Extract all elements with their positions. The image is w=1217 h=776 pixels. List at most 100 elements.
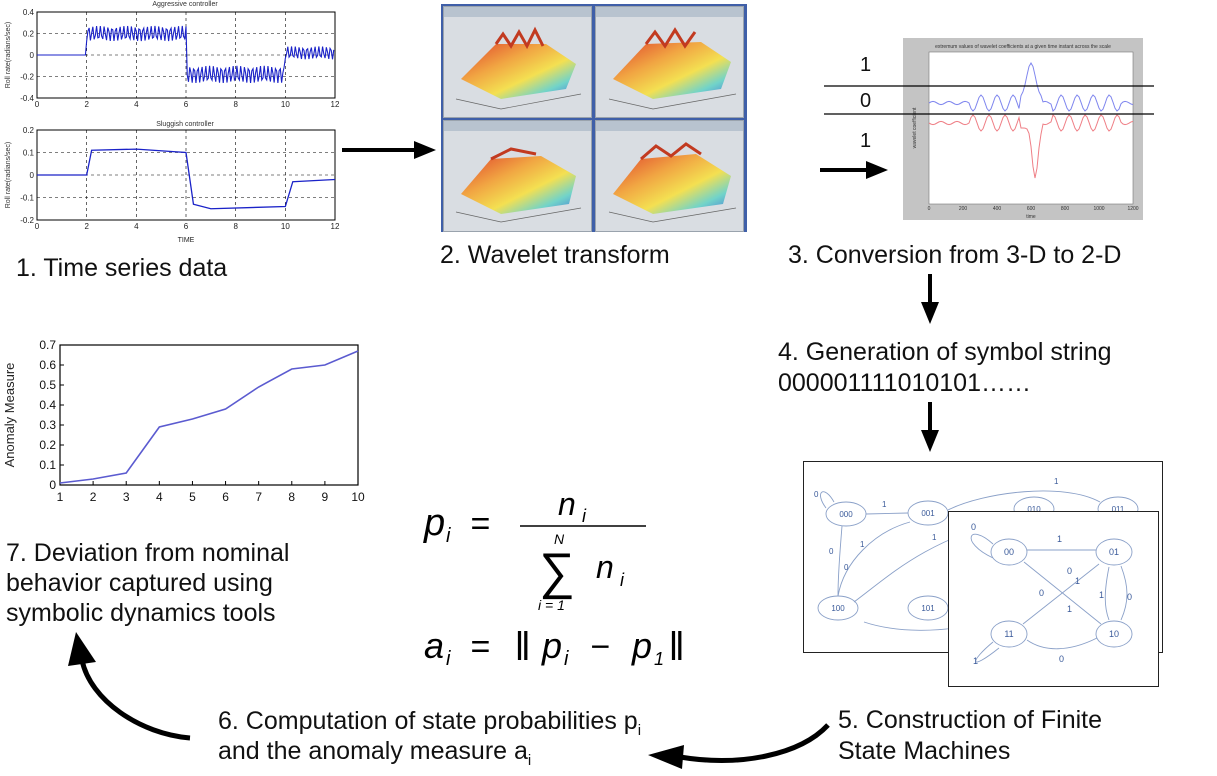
x-tick-label: 4 <box>134 100 139 109</box>
x-tick-label: 10 <box>281 100 290 109</box>
step-5-caption-line1: 5. Construction of Finite <box>838 705 1102 735</box>
y-tick-label: -0.1 <box>20 194 34 203</box>
step-6-sub-2: i <box>528 752 531 769</box>
bottom-plot-title: Sluggish controller <box>156 121 214 128</box>
y-tick-label: 0.2 <box>39 438 56 452</box>
x-tick-label: 12 <box>331 222 340 231</box>
eq-a-sub: i <box>446 648 451 670</box>
fsm-state-label: 000 <box>839 510 853 519</box>
fsm-edge-label: 0 <box>1067 566 1072 576</box>
x-tick-label: 5 <box>189 490 196 504</box>
x-tick-label: 0 <box>35 222 40 231</box>
fsm-edge-label: 0 <box>814 490 819 499</box>
step-6-caption-line2: and the anomaly measure ai <box>218 736 531 776</box>
wavelet-transform-figure <box>441 4 747 232</box>
y-tick-label: 0.4 <box>23 8 35 17</box>
x-tick-label: 10 <box>351 490 365 504</box>
conversion-x-tick: 600 <box>1027 206 1036 212</box>
anomaly-ylabel: Anomaly Measure <box>2 363 17 468</box>
x-tick-label: 2 <box>84 100 89 109</box>
fsm-edge-label: 1 <box>1075 576 1080 586</box>
fsm-edge-label: 1 <box>932 533 937 542</box>
y-tick-label: 0.1 <box>39 458 56 472</box>
eq-norm-left: ‖ <box>514 625 531 669</box>
fsm-edge-label: 1 <box>1054 477 1059 486</box>
eq-p: p <box>423 502 445 544</box>
fsm-edge-label: 0 <box>829 547 834 556</box>
x-tick-label: 1 <box>57 490 64 504</box>
y-tick-label: 0.2 <box>23 30 35 39</box>
time-xlabel: TIME <box>178 237 195 244</box>
arrow-step3-to-step4 <box>915 272 945 328</box>
fsm-state-label: 01 <box>1109 547 1119 557</box>
fsm-state-label: 00 <box>1004 547 1014 557</box>
eq-denominator-sub: i <box>620 570 625 590</box>
y-tick-label: 0 <box>30 51 35 60</box>
eq-equals-2: = <box>470 628 490 666</box>
conversion-x-tick: 400 <box>993 206 1002 212</box>
fsm-state-label: 001 <box>921 509 935 518</box>
step-5-caption-line2: State Machines <box>838 736 1010 766</box>
y-tick-label: -0.4 <box>20 94 34 103</box>
conversion-x-tick: 200 <box>959 206 968 212</box>
band-label-top: 1 <box>860 54 871 77</box>
x-tick-label: 10 <box>281 222 290 231</box>
fsm-state-label: 10 <box>1109 629 1119 639</box>
y-tick-label: -0.2 <box>20 216 34 225</box>
fsm-edge-label: 0 <box>1059 654 1064 664</box>
x-tick-label: 6 <box>222 490 229 504</box>
fsm-edge-label: 0 <box>1127 592 1132 602</box>
eq-p-i-sub: i <box>564 648 569 670</box>
y-tick-label: 0.1 <box>23 149 35 158</box>
y-tick-label: 0.6 <box>39 358 56 372</box>
x-tick-label: 6 <box>184 100 189 109</box>
fsm-state-label: 100 <box>831 604 845 613</box>
x-tick-label: 6 <box>184 222 189 231</box>
arrow-step6-to-step7 <box>50 630 200 750</box>
step-6-sub-1: i <box>638 722 641 739</box>
wavelet-surface-4 <box>609 144 736 222</box>
top-plot-title: Aggressive controller <box>152 1 218 8</box>
arrow-step1-to-step2 <box>340 135 440 165</box>
eq-denominator-n: n <box>596 549 614 585</box>
conversion-x-tick: 800 <box>1061 206 1070 212</box>
wavelet-coefficient-plot: extremum values of wavelet coefficients … <box>903 38 1143 220</box>
bottom-ylabel: Roll rate(radians/sec) <box>5 142 12 209</box>
step-6-text-1: 6. Computation of state probabilities p <box>218 707 638 735</box>
x-tick-label: 7 <box>255 490 262 504</box>
fsm-edge-label: 0 <box>844 563 849 572</box>
eq-sum-symbol: ∑ <box>538 543 574 600</box>
fsm-state-label: 11 <box>1004 629 1013 639</box>
eq-numerator-sub: i <box>582 506 587 526</box>
arrow-step2-to-step3 <box>818 155 890 185</box>
fsm-edge-label: 1 <box>1067 604 1072 614</box>
eq-a: a <box>424 625 444 666</box>
fsm-edge-label: 1 <box>860 540 865 549</box>
x-tick-label: 2 <box>84 222 89 231</box>
equations-svg: p i = n i N ∑ n i i = 1 a i = ‖ p i − p … <box>410 490 730 680</box>
fsm-edge-label: 0 <box>1039 588 1044 598</box>
eq-p-sub: i <box>446 525 451 547</box>
conversion-x-tick: 1200 <box>1127 206 1138 212</box>
fsm-edge-label: 0 <box>971 522 976 532</box>
x-tick-label: 9 <box>322 490 329 504</box>
y-tick-label: 0.3 <box>39 418 56 432</box>
wavelet-surface-3 <box>456 149 581 222</box>
conversion-plot-title: extremum values of wavelet coefficients … <box>935 44 1111 50</box>
y-tick-label: 0.2 <box>23 126 35 135</box>
step-3-caption: 3. Conversion from 3-D to 2-D <box>788 240 1121 270</box>
band-label-bottom: 1 <box>860 130 871 153</box>
x-tick-label: 3 <box>123 490 130 504</box>
x-tick-label: 2 <box>90 490 97 504</box>
y-tick-label: -0.2 <box>20 73 34 82</box>
eq-sum-lower: i = 1 <box>538 597 565 613</box>
band-label-middle: 0 <box>860 90 871 113</box>
fsm-edge-label: 1 <box>1057 534 1062 544</box>
step-7-caption: 7. Deviation from nominal behavior captu… <box>6 538 366 628</box>
top-ylabel: Roll rate(radians/sec) <box>5 22 12 89</box>
step-6-text-2: and the anomaly measure a <box>218 737 528 765</box>
probability-equation: p i = n i N ∑ n i i = 1 a i = ‖ p i − p … <box>410 490 730 680</box>
step-4-caption: 4. Generation of symbol string <box>778 337 1112 367</box>
